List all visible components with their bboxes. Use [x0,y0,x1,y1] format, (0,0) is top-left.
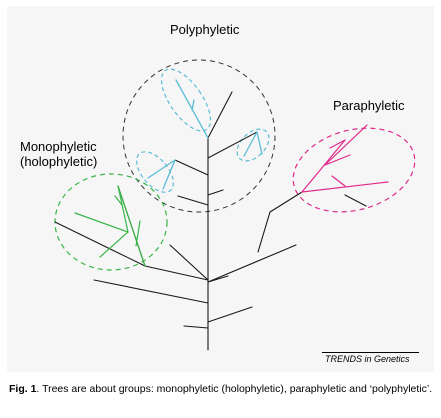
caption-text: . Trees are about groups: monophyletic (… [36,383,433,395]
source-credit: TRENDS in Genetics [325,354,410,364]
paraphyletic-clade [301,124,389,193]
monophyletic-clade [74,185,146,267]
polyphyletic-label: Polyphyletic [170,22,240,37]
polyphyletic-group-outline [122,59,276,213]
tree-branches [54,91,367,351]
source-divider [322,352,419,353]
polyphyletic-subgroup-outline-right [236,128,270,162]
polyphyletic-members [147,79,263,190]
polyphyletic-subgroup-outline-left [136,151,174,193]
polyphyletic-subgroup-outline-top [160,68,212,132]
monophyletic-label: Monophyletic [20,139,97,154]
figure-caption: Fig. 1. Trees are about groups: monophyl… [9,382,434,396]
caption-fig-label: Fig. 1 [9,383,37,395]
figure-panel [7,6,434,372]
monophyletic-group-outline [54,173,168,271]
paraphyletic-group-outline [292,127,416,213]
paraphyletic-label: Paraphyletic [333,98,405,113]
holophyletic-label: (holophyletic) [20,154,98,169]
